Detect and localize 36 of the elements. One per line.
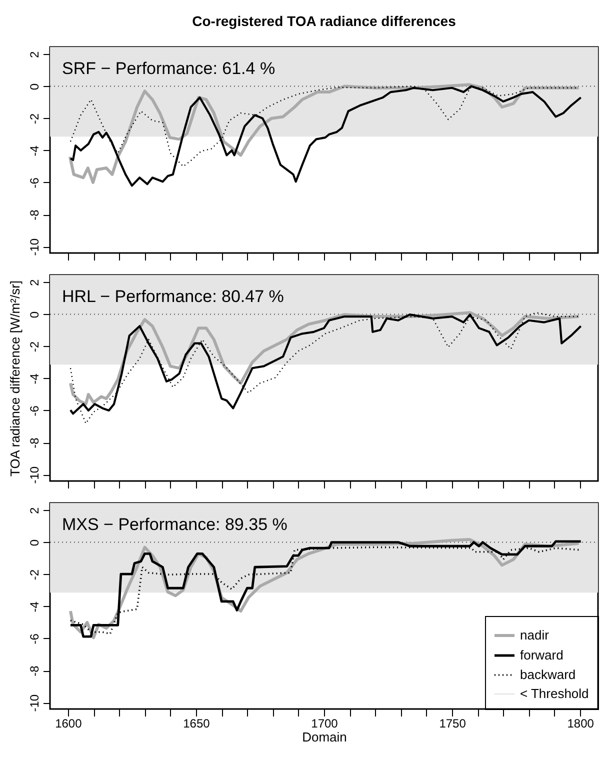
y-tick-label: -8 xyxy=(28,437,42,448)
x-tick-label: 1650 xyxy=(183,716,210,730)
y-tick-label: -10 xyxy=(28,694,42,712)
legend-label: forward xyxy=(520,648,564,662)
y-tick-label: -6 xyxy=(28,177,42,188)
y-tick-label: 2 xyxy=(28,507,42,514)
x-tick-label: 1600 xyxy=(55,716,82,730)
y-tick-label: 2 xyxy=(28,51,42,58)
y-tick-label: -4 xyxy=(28,601,42,612)
y-tick-label: -6 xyxy=(28,405,42,416)
x-tick-label: 1700 xyxy=(311,716,338,730)
annotation: MXS − Performance: 89.35 % xyxy=(62,515,288,534)
x-tick-label: 1800 xyxy=(567,716,594,730)
x-tick-label: 1750 xyxy=(439,716,466,730)
annotation: HRL − Performance: 80.47 % xyxy=(62,287,284,306)
y-tick-label: -4 xyxy=(28,145,42,156)
legend-label: < Threshold xyxy=(520,686,589,701)
annotation: SRF − Performance: 61.4 % xyxy=(62,59,276,78)
chart-title: Co-registered TOA radiance differences xyxy=(192,13,456,29)
x-axis-title: Domain xyxy=(302,730,347,744)
y-tick-label: -10 xyxy=(28,466,42,484)
y-tick-label: -8 xyxy=(28,665,42,676)
y-tick-label: -8 xyxy=(28,209,42,220)
legend-label: nadir xyxy=(520,628,550,642)
legend-label: backward xyxy=(520,667,576,682)
y-tick-label: -4 xyxy=(28,373,42,384)
y-tick-label: 2 xyxy=(28,279,42,286)
y-axis-title: TOA radiance difference [W/m²/sr] xyxy=(8,280,22,477)
y-tick-label: -2 xyxy=(28,341,42,352)
y-tick-label: -2 xyxy=(28,113,42,124)
y-tick-label: 0 xyxy=(28,311,42,318)
y-tick-label: -6 xyxy=(28,633,42,644)
y-tick-label: -2 xyxy=(28,569,42,580)
y-tick-label: 0 xyxy=(28,83,42,90)
y-tick-label: -10 xyxy=(28,238,42,256)
y-tick-label: 0 xyxy=(28,539,42,546)
